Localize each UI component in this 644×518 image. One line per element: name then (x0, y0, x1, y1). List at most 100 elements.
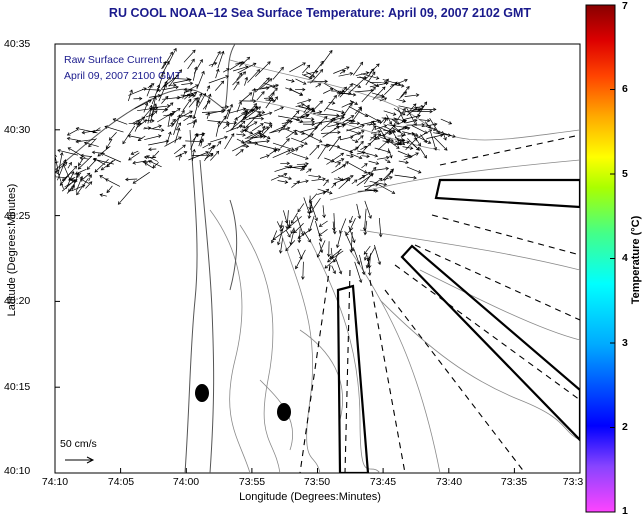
current-vector (398, 127, 410, 131)
current-vector-head (266, 154, 270, 158)
current-vector-head (242, 107, 247, 112)
current-vector (365, 71, 376, 86)
current-vector (317, 188, 333, 194)
current-vector (55, 171, 61, 176)
current-vector (251, 123, 264, 132)
current-vector-head (448, 121, 453, 125)
current-vector (104, 126, 124, 133)
current-vector-head (336, 126, 340, 130)
current-vector-head (293, 229, 298, 234)
current-vector-head (240, 149, 244, 153)
current-vector (374, 244, 381, 265)
current-vector (299, 105, 311, 110)
current-vector-head (375, 161, 380, 165)
colorbar-label: Temperature (°C) (630, 215, 642, 305)
current-vector (285, 230, 291, 238)
current-vector-head (178, 69, 183, 73)
current-vector-head (55, 154, 58, 157)
current-vector (404, 155, 413, 158)
current-vector (364, 220, 368, 235)
current-vector (226, 104, 233, 120)
current-vector (186, 121, 196, 125)
current-vector (246, 121, 258, 129)
current-vector (162, 74, 179, 88)
current-vector (218, 115, 227, 128)
current-vector-head (50, 162, 53, 165)
current-vector-head (143, 87, 147, 91)
current-vector (243, 108, 265, 113)
current-vector (183, 89, 193, 94)
current-vector (299, 114, 310, 119)
current-vector (180, 94, 196, 97)
current-vector (416, 106, 424, 108)
current-vector-head (389, 176, 393, 180)
current-vector-head (300, 232, 305, 236)
current-vector (361, 163, 368, 169)
current-vector-head (177, 122, 181, 126)
x-tick-label: 73:55 (238, 476, 266, 488)
current-vector (192, 66, 197, 81)
current-vector (183, 115, 192, 122)
current-vector (92, 127, 101, 133)
x-tick-label: 74:10 (41, 476, 69, 488)
current-vector-head (356, 261, 361, 265)
current-vector-head (290, 230, 294, 235)
current-vector-head (314, 126, 318, 130)
current-vector (188, 92, 197, 99)
current-vector (144, 162, 155, 169)
current-vector-head (396, 145, 400, 149)
current-vector (205, 109, 226, 115)
current-vector (255, 112, 272, 118)
current-vector-head (222, 109, 226, 113)
current-vector-head (361, 271, 366, 276)
current-vector-head (294, 131, 299, 136)
overlay-date: April 09, 2007 2100 GMT (64, 70, 182, 82)
current-vector-head (242, 71, 247, 75)
current-vector (323, 179, 329, 187)
current-vector-head (225, 75, 230, 79)
x-tick-label: 74:05 (107, 476, 135, 488)
current-vector-head (371, 71, 376, 76)
current-vector-head (403, 125, 407, 130)
current-vector (356, 173, 374, 186)
current-vector (406, 166, 422, 174)
current-vector-head (158, 124, 162, 129)
current-vector (273, 96, 278, 103)
current-vector-head (324, 144, 328, 148)
current-vector (272, 142, 294, 151)
current-vector (256, 91, 265, 101)
current-vector-head (276, 148, 281, 152)
current-vector-head (361, 175, 366, 179)
current-vector (224, 133, 235, 150)
current-vector-head (226, 123, 230, 128)
current-vector (355, 90, 374, 93)
current-vector (310, 61, 324, 78)
current-vector-head (154, 106, 159, 110)
current-vector (391, 119, 400, 125)
current-vector-head (288, 176, 292, 181)
current-vector (239, 56, 250, 68)
station-marker (195, 384, 209, 402)
current-vector (185, 84, 199, 92)
current-vector-head (350, 101, 355, 105)
current-vector-head (329, 88, 334, 92)
current-vector-head (200, 132, 205, 136)
current-vector (357, 150, 378, 157)
current-vector-head (242, 133, 246, 137)
current-vector (359, 172, 371, 180)
current-vector-head (322, 177, 326, 182)
current-vector (182, 98, 192, 111)
current-vector (148, 140, 169, 146)
current-vector-head (170, 112, 174, 117)
current-vector-head (71, 185, 75, 189)
current-vector-head (364, 163, 368, 167)
current-vector (405, 119, 418, 124)
current-vector (166, 131, 171, 145)
current-vector (324, 157, 335, 162)
current-vector (82, 129, 101, 134)
current-vector (364, 208, 367, 231)
current-vector (386, 114, 392, 125)
current-vector (284, 165, 305, 170)
current-vector (308, 174, 321, 178)
current-vector-head (78, 162, 82, 167)
